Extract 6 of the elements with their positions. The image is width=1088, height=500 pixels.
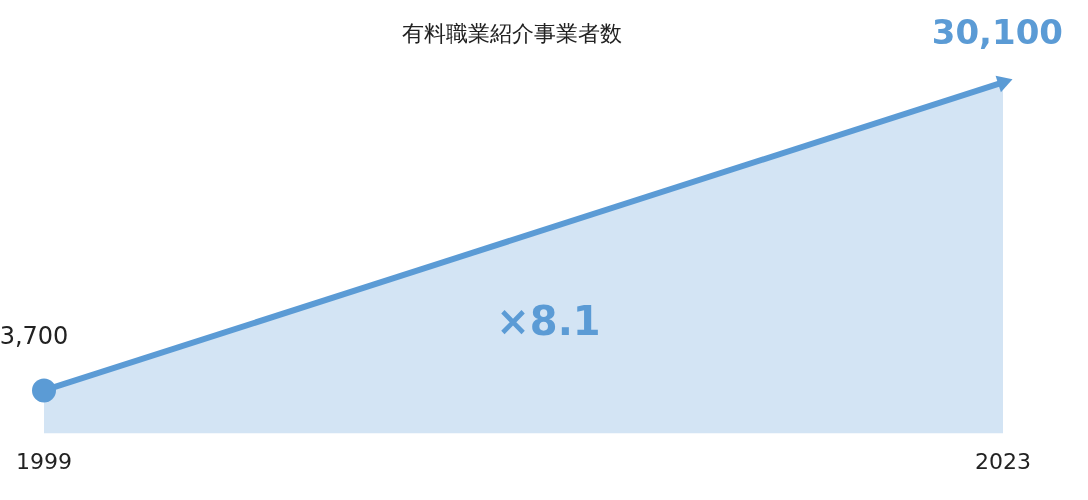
data-label: 30,100 (931, 12, 1063, 53)
chart-title: 有料職業紹介事業者数 (401, 20, 622, 46)
x-tick-label: 2023 (975, 448, 1031, 474)
data-label: 3,700 (0, 322, 69, 351)
annotation: ×8.1 (496, 298, 601, 345)
x-tick-label: 1999 (15, 448, 72, 474)
